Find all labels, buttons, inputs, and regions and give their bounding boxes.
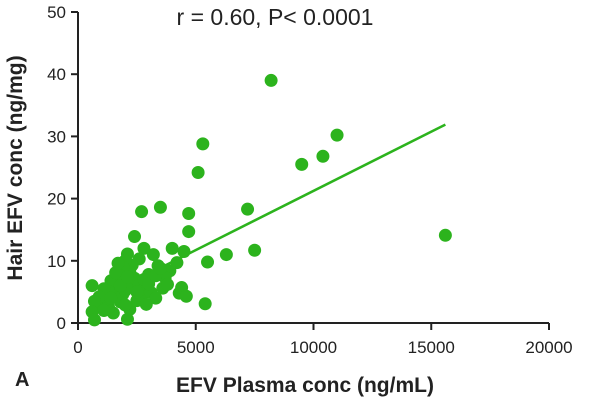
data-point: [165, 241, 179, 255]
y-tick-label: 20: [47, 190, 66, 209]
data-point: [182, 207, 196, 221]
data-point: [330, 128, 344, 142]
data-point: [97, 304, 111, 318]
data-point: [191, 165, 205, 179]
x-tick-label: 0: [73, 338, 82, 357]
data-point: [137, 241, 151, 255]
y-tick-label: 0: [57, 314, 66, 333]
y-tick-label: 40: [47, 65, 66, 84]
stats-annotation: r = 0.60, P< 0.0001: [177, 4, 374, 30]
data-point: [87, 294, 101, 308]
data-point: [316, 149, 330, 163]
data-point: [295, 157, 309, 171]
data-point: [118, 298, 132, 312]
data-point: [111, 256, 125, 270]
data-point: [179, 289, 193, 303]
x-tick-label: 15000: [408, 338, 455, 357]
data-point: [135, 205, 149, 219]
y-tick-label: 30: [47, 127, 66, 146]
data-point: [85, 279, 99, 293]
data-point: [113, 279, 127, 293]
data-point: [146, 248, 160, 262]
data-point: [120, 312, 134, 326]
data-point: [139, 297, 153, 311]
panel-label: A: [15, 369, 29, 391]
x-tick-label: 5000: [177, 338, 215, 357]
x-tick-label: 20000: [525, 338, 572, 357]
data-points: [85, 73, 452, 327]
data-point: [201, 255, 215, 269]
data-point: [149, 291, 163, 305]
data-point: [153, 261, 167, 275]
data-point: [153, 200, 167, 214]
data-point: [160, 277, 174, 291]
data-point: [198, 297, 212, 311]
x-tick-label: 10000: [290, 338, 337, 357]
data-point: [120, 270, 134, 284]
data-point: [104, 291, 118, 305]
y-axis-title: Hair EFV conc (ng/mg): [4, 55, 27, 280]
data-point: [219, 248, 233, 262]
y-tick-label: 50: [47, 3, 66, 22]
data-point: [196, 137, 210, 151]
data-point: [182, 225, 196, 239]
data-point: [177, 244, 191, 258]
data-point: [130, 285, 144, 299]
data-point: [248, 243, 262, 257]
data-point: [264, 73, 278, 87]
data-point: [87, 313, 101, 327]
data-point: [128, 230, 142, 244]
y-tick-label: 10: [47, 252, 66, 271]
data-point: [241, 202, 255, 216]
x-axis-title: EFV Plasma conc (ng/mL): [176, 374, 434, 397]
axis-ticks: 0 5000 10000 15000 20000 0 10 20 30 40 50: [47, 3, 573, 357]
data-point: [438, 228, 452, 242]
